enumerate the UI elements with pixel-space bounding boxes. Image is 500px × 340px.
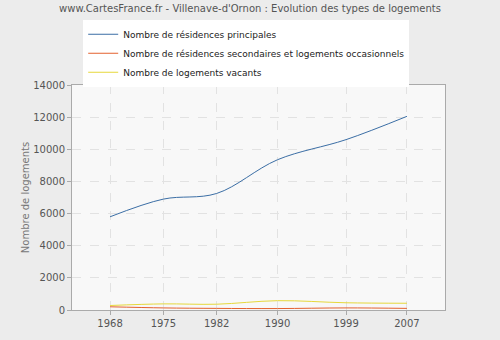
svg-text:14000: 14000 [33, 80, 65, 91]
svg-text:Nombre de résidences principal: Nombre de résidences principales [123, 30, 276, 40]
svg-text:1968: 1968 [97, 318, 122, 329]
svg-text:Nombre de logements vacants: Nombre de logements vacants [123, 68, 262, 78]
svg-text:8000: 8000 [40, 176, 65, 187]
svg-text:0: 0 [59, 305, 65, 316]
svg-text:4000: 4000 [40, 240, 65, 251]
svg-text:6000: 6000 [40, 208, 65, 219]
svg-text:1975: 1975 [151, 318, 176, 329]
svg-text:Nombre de logements: Nombre de logements [20, 142, 31, 253]
svg-text:2000: 2000 [40, 272, 65, 283]
svg-text:1990: 1990 [265, 318, 290, 329]
svg-text:1982: 1982 [204, 318, 229, 329]
svg-text:2007: 2007 [394, 318, 419, 329]
svg-text:12000: 12000 [33, 112, 65, 123]
svg-text:10000: 10000 [33, 144, 65, 155]
svg-text:1999: 1999 [333, 318, 358, 329]
svg-text:Nombre de résidences secondair: Nombre de résidences secondaires et loge… [123, 49, 404, 59]
svg-text:www.CartesFrance.fr - Villenav: www.CartesFrance.fr - Villenave-d'Ornon … [59, 3, 441, 14]
